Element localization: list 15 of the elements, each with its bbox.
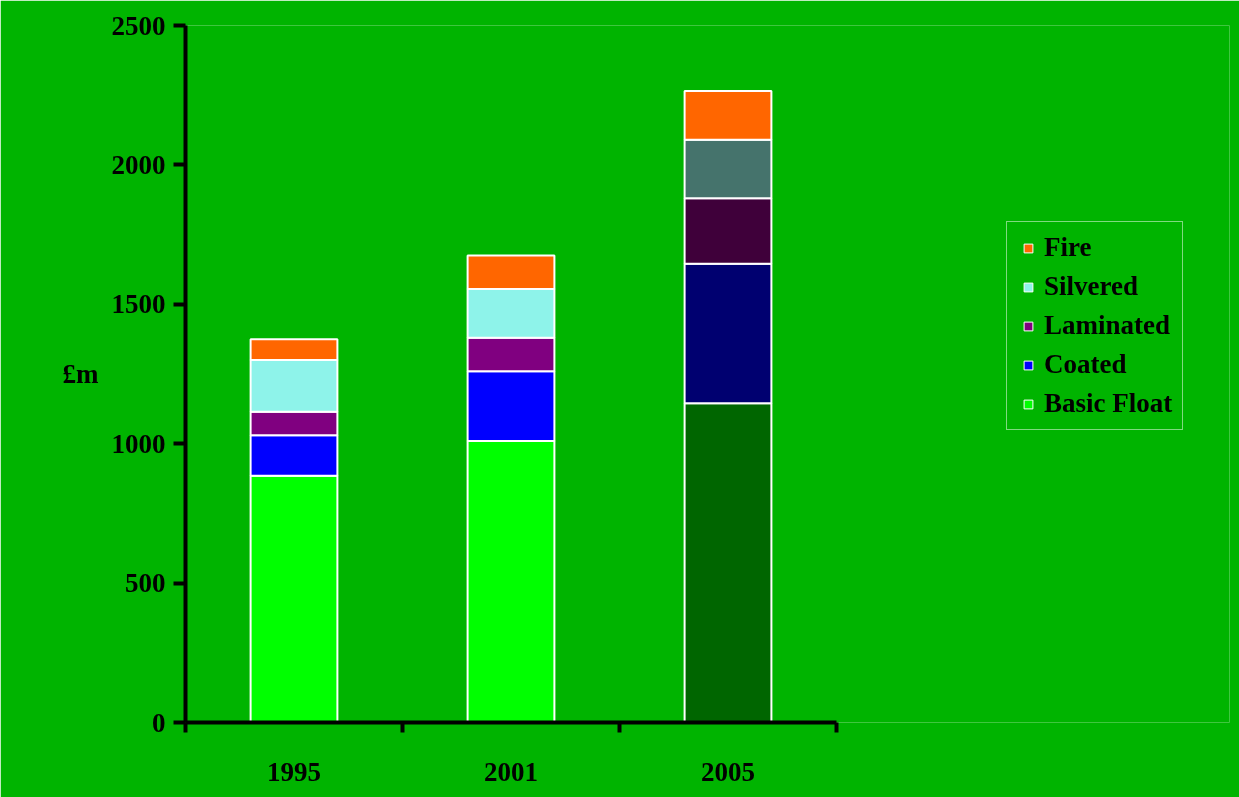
x-tick-label: 2001 bbox=[484, 756, 538, 787]
legend-label: Basic Float bbox=[1044, 388, 1173, 419]
y-tick-label: 500 bbox=[125, 568, 166, 599]
legend-label: Laminated bbox=[1044, 310, 1171, 341]
legend-label: Silvered bbox=[1044, 271, 1138, 302]
y-tick-label: 1500 bbox=[111, 289, 166, 320]
y-axis-title: £m bbox=[62, 359, 100, 389]
legend-label: Coated bbox=[1044, 349, 1127, 380]
y-tick-label: 2000 bbox=[111, 149, 166, 180]
y-tick-label: 2500 bbox=[111, 10, 166, 41]
x-tick-label: 2005 bbox=[701, 756, 755, 787]
y-tick-label: 0 bbox=[152, 707, 166, 738]
legend-label: Fire bbox=[1044, 232, 1092, 263]
y-tick-label: 1000 bbox=[111, 428, 166, 459]
x-tick-label: 1995 bbox=[267, 756, 321, 787]
